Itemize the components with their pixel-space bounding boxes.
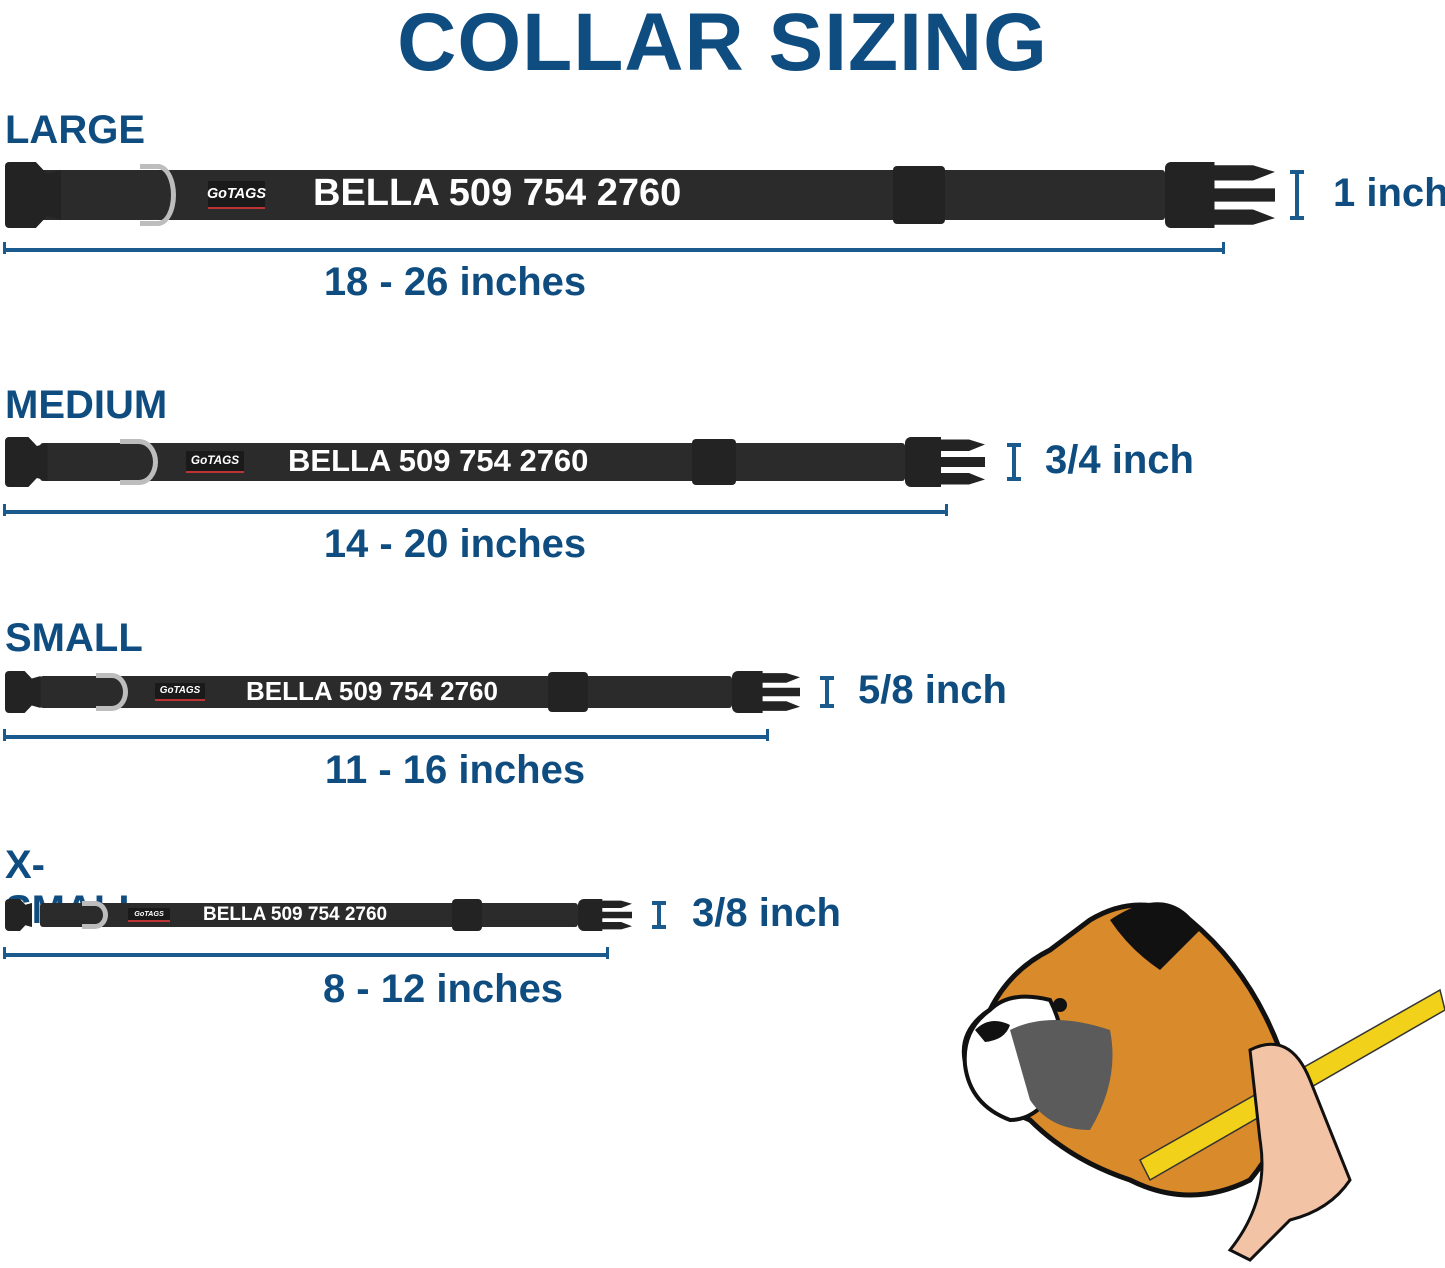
engraved-text: BELLA 509 754 2760 bbox=[246, 676, 498, 707]
length-range: 8 - 12 inches bbox=[322, 967, 564, 1011]
male-buckle bbox=[905, 437, 985, 487]
collar-width: 3/8 inch bbox=[692, 891, 841, 935]
collar-width: 1 inch bbox=[1333, 171, 1445, 215]
width-marker-icon bbox=[1007, 443, 1021, 481]
brand-logo: GoTAGS bbox=[128, 908, 170, 922]
width-marker-icon bbox=[1290, 169, 1304, 221]
female-buckle bbox=[5, 162, 62, 228]
size-heading: LARGE bbox=[5, 108, 145, 152]
d-ring-icon bbox=[96, 673, 128, 711]
strap-slider bbox=[893, 166, 945, 224]
female-buckle bbox=[5, 437, 48, 487]
length-measure-line bbox=[3, 504, 948, 516]
strap-slider bbox=[548, 672, 588, 712]
boxer-dog-measuring-illustration bbox=[961, 902, 1445, 1262]
length-range: 11 - 16 inches bbox=[324, 748, 586, 792]
male-buckle bbox=[732, 671, 800, 713]
collar-width: 3/4 inch bbox=[1045, 438, 1194, 482]
d-ring-icon bbox=[120, 439, 158, 485]
length-measure-line bbox=[3, 729, 769, 741]
d-ring-icon bbox=[82, 901, 108, 929]
male-buckle bbox=[578, 899, 632, 931]
engraved-text: BELLA 509 754 2760 bbox=[313, 172, 682, 215]
brand-logo: GoTAGS bbox=[186, 451, 244, 473]
engraved-text: BELLA 509 754 2760 bbox=[288, 443, 589, 479]
size-heading: MEDIUM bbox=[5, 383, 168, 427]
collar-strap bbox=[40, 443, 905, 481]
strap-slider bbox=[692, 439, 736, 485]
brand-logo: GoTAGS bbox=[155, 683, 205, 701]
page-title: COLLAR SIZING bbox=[397, 0, 1048, 88]
length-measure-line bbox=[3, 947, 609, 959]
size-heading: SMALL bbox=[5, 616, 143, 660]
length-range: 18 - 26 inches bbox=[323, 260, 587, 304]
d-ring-icon bbox=[140, 164, 176, 226]
brand-logo: GoTAGS bbox=[207, 181, 266, 209]
male-buckle bbox=[1165, 162, 1275, 228]
female-buckle bbox=[5, 671, 41, 713]
collar-width: 5/8 inch bbox=[858, 668, 1007, 712]
width-marker-icon bbox=[652, 901, 666, 929]
strap-slider bbox=[452, 899, 482, 931]
length-range: 14 - 20 inches bbox=[323, 522, 587, 566]
engraved-text: BELLA 509 754 2760 bbox=[203, 903, 388, 925]
width-marker-icon bbox=[820, 676, 834, 708]
length-measure-line bbox=[3, 242, 1225, 254]
female-buckle bbox=[5, 899, 33, 931]
